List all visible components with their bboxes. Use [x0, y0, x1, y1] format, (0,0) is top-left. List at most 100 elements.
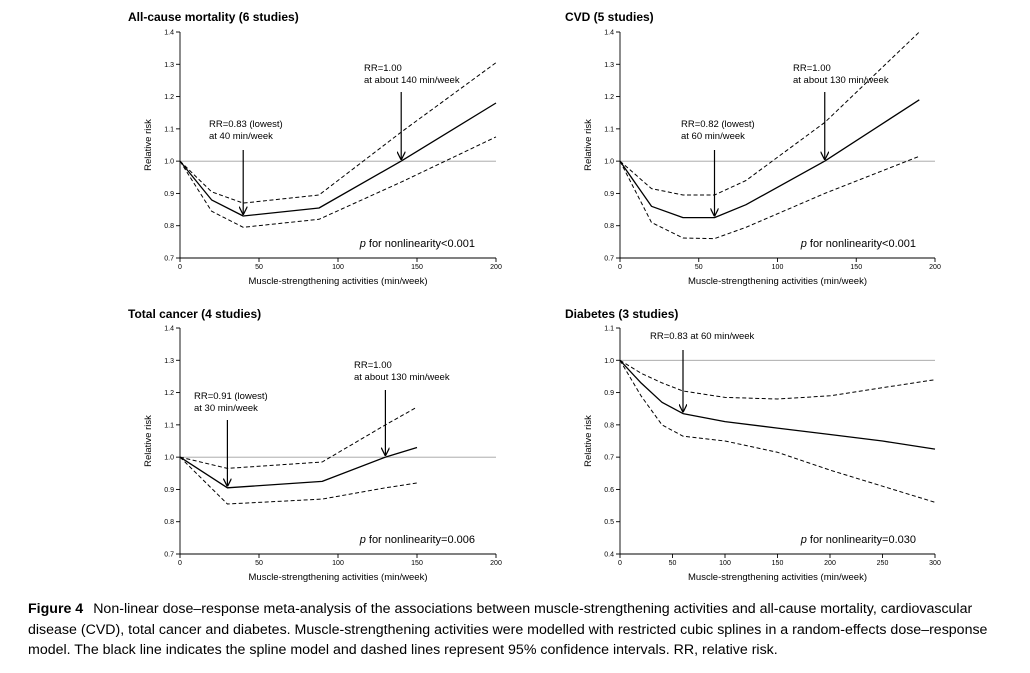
annotation-text: at 60 min/week	[681, 131, 745, 142]
x-tick-label: 0	[618, 560, 622, 567]
x-tick-label: 150	[772, 560, 784, 567]
x-tick-label: 50	[695, 264, 703, 271]
confidence-interval-line	[619, 31, 920, 196]
x-tick-label: 50	[255, 264, 263, 271]
y-tick-label: 1.2	[604, 94, 614, 101]
x-tick-label: 100	[332, 264, 344, 271]
y-tick-label: 0.4	[604, 552, 614, 559]
y-tick-label: 1.3	[164, 358, 174, 365]
y-tick-label: 0.9	[164, 191, 174, 198]
chart-title: Diabetes (3 studies)	[565, 307, 678, 321]
y-tick-label: 1.0	[604, 358, 614, 365]
p-label: p	[800, 238, 807, 250]
annotation-text: RR=0.82 (lowest)	[681, 119, 755, 130]
p-value: for nonlinearity=0.006	[366, 534, 475, 546]
y-tick-label: 0.9	[604, 191, 614, 198]
annotation-text: RR=0.83 (lowest)	[209, 119, 283, 130]
y-tick-label: 0.7	[164, 256, 174, 263]
y-tick-label: 1.0	[604, 159, 614, 166]
chart-panel-1: All-cause mortality (6 studies) 0.7 0.8 0.9…	[128, 10, 502, 287]
confidence-interval-line	[619, 359, 936, 400]
x-tick-label: 150	[850, 264, 862, 271]
spline-line	[179, 102, 497, 217]
x-tick-label: 0	[178, 560, 182, 567]
y-tick-label: 1.2	[164, 94, 174, 101]
y-tick-label: 0.8	[164, 223, 174, 230]
y-tick-label: 0.8	[604, 223, 614, 230]
confidence-interval-line	[619, 155, 920, 240]
y-tick-label: 1.2	[164, 390, 174, 397]
y-tick-label: 1.4	[604, 30, 614, 37]
chart-panel-3: Total cancer (4 studies) 0.7 0.8 0.9 1.0 1.1 1…	[128, 307, 502, 583]
x-tick-label: 150	[411, 560, 423, 567]
y-tick-label: 0.8	[164, 519, 174, 526]
y-tick-label: 0.9	[604, 390, 614, 397]
x-tick-label: 150	[411, 264, 423, 271]
annotation-text: RR=0.91 (lowest)	[194, 391, 268, 402]
y-axis-label: Relative risk	[143, 119, 154, 171]
y-tick-label: 1.0	[164, 455, 174, 462]
y-tick-label: 1.1	[604, 126, 614, 133]
x-tick-label: 100	[772, 264, 784, 271]
spline-line	[619, 99, 920, 219]
y-tick-label: 1.3	[604, 62, 614, 69]
x-tick-label: 100	[332, 560, 344, 567]
annotation-text: at about 130 min/week	[354, 372, 450, 383]
p-nonlinearity-text: p for nonlinearity=0.006	[359, 534, 475, 546]
y-axis-label: Relative risk	[583, 415, 594, 467]
chart-panel-2: CVD (5 studies) 0.7 0.8 0.9 1.0 1.1 1.2 1.3 1.4 0…	[565, 10, 941, 287]
spline-line	[619, 359, 936, 450]
x-axis-label: Muscle-strengthening activities (min/wee…	[249, 572, 428, 583]
p-nonlinearity-text: p for nonlinearity=0.030	[800, 534, 916, 546]
annotation-text: RR=1.00	[793, 63, 831, 74]
x-tick-label: 50	[255, 560, 263, 567]
y-tick-label: 1.1	[164, 126, 174, 133]
confidence-interval-line	[179, 406, 418, 469]
y-tick-label: 1.0	[164, 159, 174, 166]
x-tick-label: 200	[824, 560, 836, 567]
p-label: p	[359, 238, 366, 250]
x-tick-label: 200	[929, 264, 941, 271]
y-tick-label: 0.7	[164, 552, 174, 559]
x-tick-label: 250	[877, 560, 889, 567]
y-tick-label: 0.6	[604, 487, 614, 494]
x-axis-label: Muscle-strengthening activities (min/wee…	[688, 572, 867, 583]
chart-title: Total cancer (4 studies)	[128, 307, 261, 321]
confidence-interval-line	[179, 62, 497, 204]
confidence-interval-line	[619, 360, 936, 503]
confidence-interval-line	[179, 456, 418, 505]
x-tick-label: 100	[719, 560, 731, 567]
y-tick-label: 0.7	[604, 455, 614, 462]
y-tick-label: 0.8	[604, 422, 614, 429]
p-nonlinearity-text: p for nonlinearity<0.001	[359, 238, 475, 250]
annotation-text: RR=0.83 at 60 min/week	[650, 331, 755, 342]
annotation-text: at 40 min/week	[209, 131, 273, 142]
p-nonlinearity-text: p for nonlinearity<0.001	[800, 238, 916, 250]
y-tick-label: 0.7	[604, 256, 614, 263]
annotation-text: RR=1.00	[364, 63, 402, 74]
y-tick-label: 0.9	[164, 487, 174, 494]
x-tick-label: 200	[490, 560, 502, 567]
x-tick-label: 0	[178, 264, 182, 271]
x-axis-label: Muscle-strengthening activities (min/wee…	[249, 276, 428, 287]
annotation-text: at about 140 min/week	[364, 75, 460, 86]
chart-title: All-cause mortality (6 studies)	[128, 10, 299, 24]
y-tick-label: 1.1	[164, 422, 174, 429]
p-label: p	[359, 534, 366, 546]
annotation-text: at 30 min/week	[194, 403, 258, 414]
x-tick-label: 300	[929, 560, 941, 567]
y-tick-label: 1.3	[164, 62, 174, 69]
x-tick-label: 200	[490, 264, 502, 271]
spline-line	[179, 446, 418, 489]
confidence-interval-line	[179, 136, 497, 228]
figure-number: Figure 4	[28, 601, 84, 617]
y-tick-label: 1.4	[164, 326, 174, 333]
caption-text: Non-linear dose–response meta-analysis o…	[28, 601, 988, 658]
y-axis-label: Relative risk	[143, 415, 154, 467]
figure-charts: All-cause mortality (6 studies) 0.7 0.8 0.9…	[128, 10, 941, 583]
p-value: for nonlinearity<0.001	[807, 238, 916, 250]
chart-panel-4: Diabetes (3 studies) 0.4 0.5 0.6 0.7 0.8 0.9 1.…	[565, 307, 941, 583]
annotation-text: RR=1.00	[354, 360, 392, 371]
chart-title: CVD (5 studies)	[565, 10, 654, 24]
y-tick-label: 0.5	[604, 519, 614, 526]
